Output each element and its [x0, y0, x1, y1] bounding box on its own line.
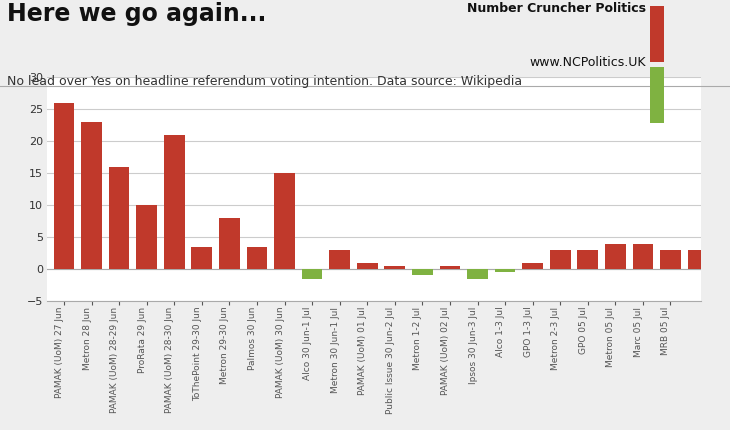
- Text: No lead over Yes on headline referendum voting intention. Data source: Wikipedia: No lead over Yes on headline referendum …: [7, 75, 523, 88]
- Bar: [191, 247, 212, 269]
- Bar: [274, 173, 295, 269]
- Bar: [53, 103, 74, 269]
- Bar: [301, 269, 323, 279]
- Bar: [633, 243, 653, 269]
- Bar: [605, 243, 626, 269]
- Text: Number Cruncher Politics: Number Cruncher Politics: [467, 2, 646, 15]
- Bar: [660, 250, 681, 269]
- Bar: [412, 269, 433, 276]
- Bar: [385, 266, 405, 269]
- Bar: [137, 205, 157, 269]
- Text: Here we go again...: Here we go again...: [7, 2, 266, 26]
- Bar: [247, 247, 267, 269]
- Bar: [357, 263, 377, 269]
- Text: www.NCPolitics.UK: www.NCPolitics.UK: [529, 56, 646, 69]
- Bar: [439, 266, 461, 269]
- Bar: [522, 263, 543, 269]
- Bar: [164, 135, 185, 269]
- Bar: [329, 250, 350, 269]
- Bar: [467, 269, 488, 279]
- Bar: [550, 250, 571, 269]
- Bar: [81, 122, 102, 269]
- Bar: [688, 250, 708, 269]
- Bar: [219, 218, 239, 269]
- Bar: [495, 269, 515, 272]
- Bar: [577, 250, 598, 269]
- Bar: [109, 167, 129, 269]
